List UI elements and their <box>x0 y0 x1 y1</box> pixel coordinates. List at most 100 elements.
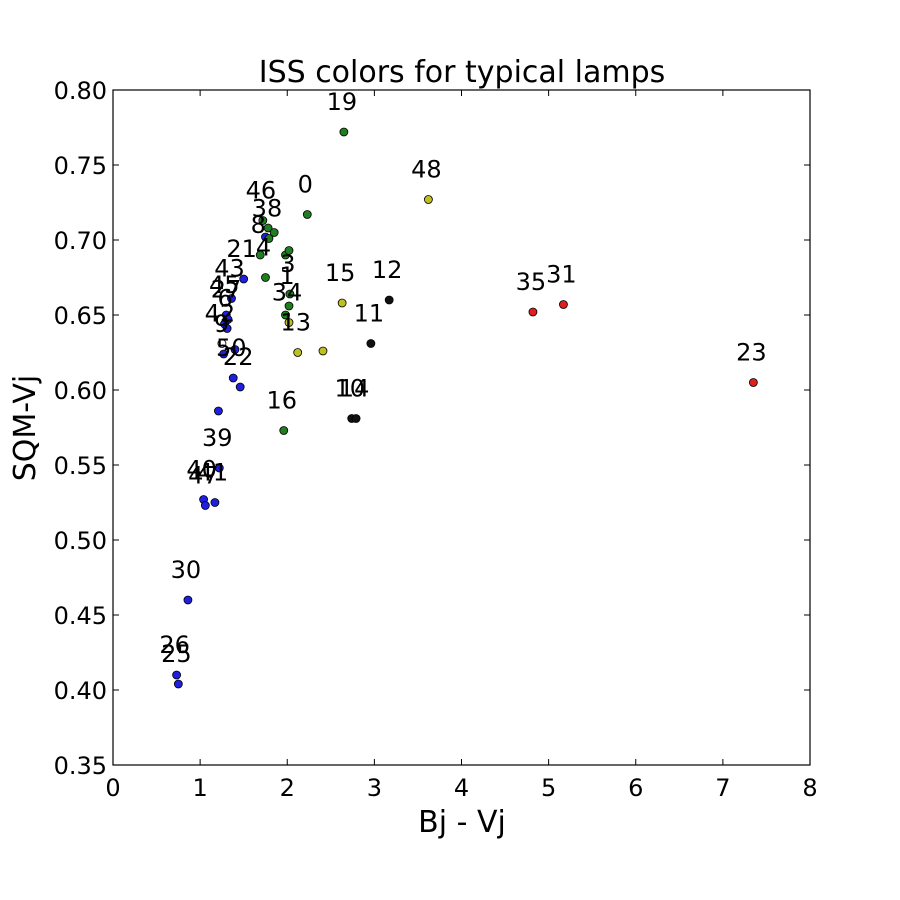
point-label: 22 <box>223 343 254 371</box>
y-tick-label: 0.60 <box>54 377 107 405</box>
data-point <box>214 406 223 416</box>
y-tick-label: 0.65 <box>54 302 107 330</box>
data-point <box>528 307 538 317</box>
y-tick-label: 0.80 <box>54 77 107 105</box>
data-point <box>318 346 328 356</box>
data-point <box>222 324 232 333</box>
data-point <box>214 463 224 473</box>
y-axis-label: SQM-Vj <box>8 375 43 481</box>
data-point <box>423 195 433 204</box>
point-label: 35 <box>516 268 547 296</box>
point-label: 10 <box>334 375 365 403</box>
x-tick-label: 3 <box>367 774 382 802</box>
data-point <box>279 426 289 435</box>
point-label: 42 <box>205 300 236 328</box>
point-label: 13 <box>280 309 311 337</box>
plot-marks <box>172 127 758 689</box>
data-point <box>219 349 229 359</box>
data-point <box>230 345 240 354</box>
point-label: 34 <box>272 279 303 307</box>
point-label: 31 <box>546 261 577 289</box>
x-axis-label: Bj - Vj <box>418 805 506 840</box>
data-point <box>210 498 220 507</box>
y-tick-label: 0.70 <box>54 227 107 255</box>
data-point <box>284 301 294 311</box>
point-label: 46 <box>246 177 277 205</box>
data-point <box>384 295 394 305</box>
point-label: 27 <box>211 276 242 304</box>
data-point <box>337 298 347 308</box>
point-label: 47 <box>188 462 219 490</box>
point-label: 15 <box>325 259 356 287</box>
x-tick-label: 5 <box>541 774 556 802</box>
data-point <box>366 339 376 348</box>
data-point <box>284 246 294 255</box>
data-point <box>351 414 361 423</box>
point-label: 14 <box>339 375 370 403</box>
point-label: 11 <box>354 300 385 328</box>
data-point <box>285 289 295 299</box>
data-point <box>235 382 245 392</box>
point-label: 16 <box>266 387 297 415</box>
point-label: 3 <box>280 250 295 278</box>
point-label: 4 <box>256 234 271 262</box>
y-tick-label: 0.35 <box>54 752 107 780</box>
data-point <box>302 210 312 219</box>
x-tick-label: 0 <box>105 774 120 802</box>
data-point <box>227 294 236 303</box>
data-point <box>261 273 270 282</box>
point-label: 19 <box>327 88 358 116</box>
y-axis-ticks: 0.35 0.40 0.45 0.50 0.55 0.60 0.65 0.70 0.75 0.80 <box>54 77 810 780</box>
point-label: 8 <box>251 211 266 239</box>
point-label: 50 <box>216 334 247 362</box>
y-tick-label: 0.40 <box>54 677 107 705</box>
y-tick-label: 0.75 <box>54 152 107 180</box>
chart-title: ISS colors for typical lamps <box>259 55 666 90</box>
point-label: 30 <box>171 556 202 584</box>
data-point <box>172 670 182 680</box>
y-tick-label: 0.45 <box>54 602 107 630</box>
point-label: 48 <box>411 156 442 184</box>
data-point <box>284 318 294 327</box>
x-tick-label: 4 <box>454 774 469 802</box>
data-point <box>748 378 758 387</box>
point-label: 1 <box>279 262 294 290</box>
data-point <box>293 348 303 357</box>
data-point <box>258 216 268 225</box>
data-point <box>255 250 265 260</box>
point-label: 39 <box>202 424 233 452</box>
point-label: 26 <box>159 631 190 659</box>
point-label: 43 <box>214 255 245 283</box>
data-point <box>239 274 249 284</box>
point-label: 12 <box>372 256 403 284</box>
y-tick-label: 0.55 <box>54 452 107 480</box>
point-label: 38 <box>252 195 283 223</box>
point-label: 6 <box>217 285 232 313</box>
data-point <box>228 373 238 383</box>
point-label: 25 <box>161 640 192 668</box>
data-point <box>264 234 274 243</box>
x-tick-label: 7 <box>715 774 730 802</box>
x-tick-label: 6 <box>628 774 643 802</box>
data-point <box>200 501 210 510</box>
data-point <box>559 300 568 309</box>
data-point <box>217 339 227 348</box>
point-label: 9 <box>214 310 229 338</box>
data-point <box>263 223 273 233</box>
y-tick-label: 0.50 <box>54 527 107 555</box>
data-point <box>183 595 193 605</box>
data-point <box>173 679 183 689</box>
data-point <box>281 310 290 320</box>
point-label: 41 <box>198 459 229 487</box>
data-point <box>269 228 279 237</box>
point-label: 21 <box>226 235 257 263</box>
x-tick-label: 8 <box>802 774 817 802</box>
point-label: 45 <box>209 271 240 299</box>
point-label: 40 <box>186 456 217 484</box>
point-label: 0 <box>298 171 313 199</box>
x-tick-label: 2 <box>280 774 295 802</box>
data-point <box>339 127 349 137</box>
